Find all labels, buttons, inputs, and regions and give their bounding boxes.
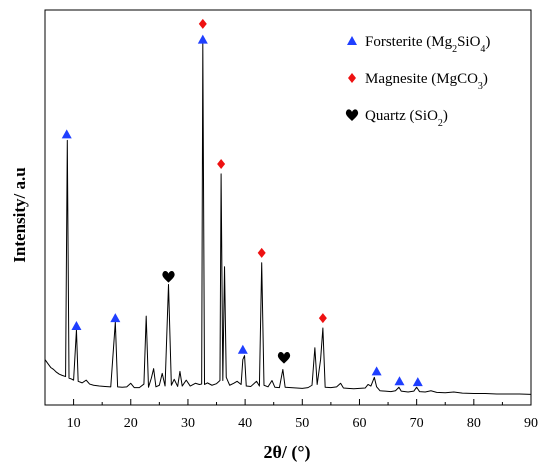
xrd-pattern-line (44, 43, 532, 395)
x-axis-ticks: 10 20 30 40 50 60 70 80 90 (44, 399, 538, 431)
x-tick-label: 80 (467, 416, 481, 431)
forsterite-peak-marker (371, 366, 382, 376)
forsterite-peak-marker (394, 376, 405, 386)
y-axis-title: Intensity/ a.u (10, 167, 29, 262)
legend: Forsterite (Mg2SiO4) Magnesite (MgCO3) Qua… (345, 34, 490, 129)
forsterite-peak-marker (412, 377, 423, 387)
x-tick-label: 40 (238, 416, 252, 431)
forsterite-legend-label: Forsterite (Mg2SiO4) (365, 34, 490, 55)
magnesite-legend-symbol (348, 73, 356, 83)
x-axis-title: 2θ/ (°) (263, 442, 310, 463)
x-tick-label: 90 (524, 416, 538, 431)
forsterite-peak-marker (110, 313, 121, 323)
x-tick-label: 70 (410, 416, 424, 431)
magnesite-peak-marker (318, 313, 327, 324)
plot-frame (44, 9, 532, 406)
magnesite-peak-marker (257, 247, 266, 258)
forsterite-peak-marker (237, 344, 248, 354)
forsterite-peak-marker (61, 129, 72, 139)
quartz-legend-label: Quartz (SiO2) (365, 108, 448, 129)
x-tick-label: 60 (352, 416, 366, 431)
magnesite-peak-marker (217, 159, 226, 170)
forsterite-peak-marker (71, 321, 82, 330)
x-tick-label: 20 (124, 416, 138, 431)
x-tick-label: 50 (295, 416, 309, 431)
magnesite-peak-marker (198, 18, 207, 29)
forsterite-legend-symbol (347, 36, 357, 45)
quartz-legend-symbol (345, 109, 359, 121)
forsterite-peak-marker (197, 34, 208, 44)
x-tick-label: 30 (181, 416, 195, 431)
quartz-peak-marker (277, 351, 291, 364)
x-tick-label: 10 (67, 416, 81, 431)
magnesite-legend-label: Magnesite (MgCO3) (365, 71, 488, 92)
quartz-peak-marker (162, 270, 175, 283)
plot-area (44, 9, 532, 406)
